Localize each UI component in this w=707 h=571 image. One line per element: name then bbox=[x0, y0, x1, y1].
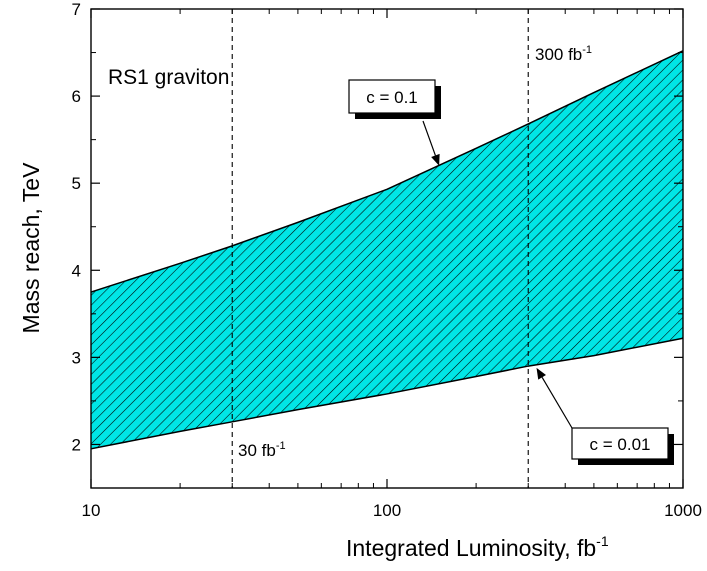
tick-layer: 10 100 1000 2 3 4 5 6 7 bbox=[72, 0, 702, 520]
band-layer bbox=[91, 50, 683, 449]
arrow-c001 bbox=[541, 376, 573, 429]
label-box-c001: c = 0.01 bbox=[571, 427, 674, 465]
label-box-c01-frame bbox=[348, 79, 436, 114]
y-axis-title: Mass reach, TeV bbox=[18, 162, 44, 334]
y-tick-label: 4 bbox=[72, 261, 81, 280]
y-tick-label: 2 bbox=[72, 435, 81, 454]
arrowhead-c001 bbox=[536, 367, 546, 380]
band-area bbox=[91, 50, 683, 449]
arrowhead-c01 bbox=[431, 153, 440, 166]
vline-label-30: 30 fb-1 bbox=[238, 440, 286, 460]
x-tick-label: 100 bbox=[373, 501, 401, 520]
label-box-c001-frame bbox=[571, 427, 669, 460]
y-tick-label: 5 bbox=[72, 174, 81, 193]
lower-curve bbox=[90, 337, 684, 450]
label-c001: c = 0.01 bbox=[590, 435, 651, 454]
x-tick-label: 1000 bbox=[664, 501, 702, 520]
curve-layer bbox=[90, 50, 684, 450]
x-axis-title: Integrated Luminosity, fb-1 bbox=[346, 533, 609, 561]
upper-curve bbox=[90, 50, 684, 293]
vline-layer bbox=[231, 9, 529, 488]
y-tick-label: 3 bbox=[72, 348, 81, 367]
x-tick-label: 10 bbox=[82, 501, 101, 520]
annotation-rs1-graviton: RS1 graviton bbox=[108, 66, 229, 89]
label-c01: c = 0.1 bbox=[366, 88, 418, 107]
vline-label-300: 300 fb-1 bbox=[535, 44, 592, 64]
arrow-c01 bbox=[422, 120, 436, 156]
label-box-c01: c = 0.1 bbox=[348, 79, 441, 119]
y-tick-label: 7 bbox=[72, 0, 81, 19]
y-tick-label: 6 bbox=[72, 87, 81, 106]
